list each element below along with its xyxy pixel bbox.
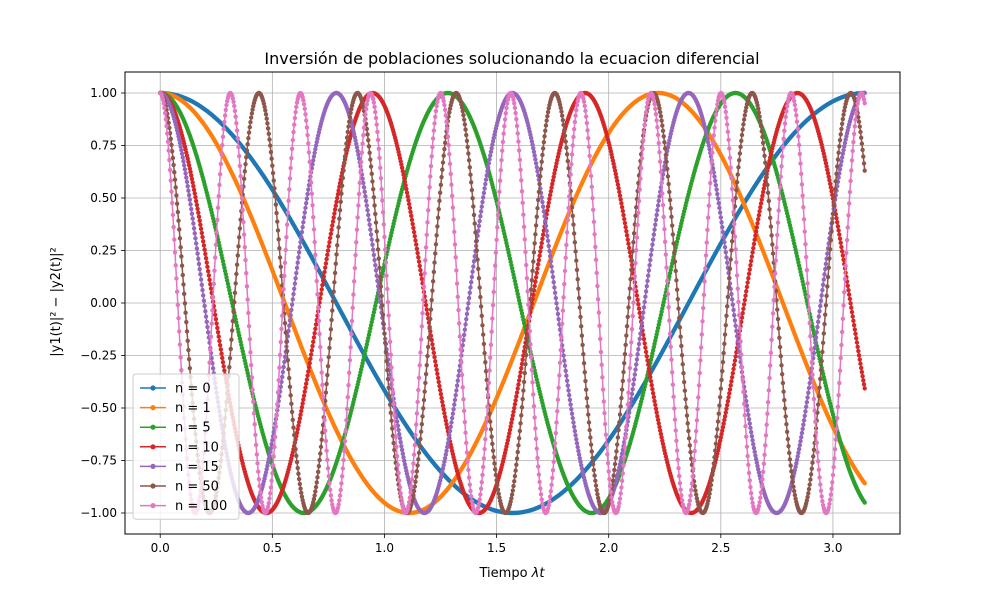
chart-title: Inversión de poblaciones solucionando la… xyxy=(264,49,759,68)
x-axis-label-math: λt xyxy=(531,566,546,581)
series-n-10 xyxy=(158,90,867,516)
legend-item: n = 50 xyxy=(140,480,219,495)
legend-item: n = 5 xyxy=(140,421,211,436)
legend-label: n = 1 xyxy=(175,401,211,416)
legend-label: n = 0 xyxy=(175,382,211,397)
legend-marker xyxy=(150,385,156,391)
y-tick-label: 0.75 xyxy=(90,139,117,153)
legend-marker xyxy=(150,405,156,411)
y-tick-label: −0.50 xyxy=(80,401,117,415)
series-markers xyxy=(158,90,867,516)
y-tick-label: 0.50 xyxy=(90,191,117,205)
y-tick-label: 0.25 xyxy=(90,244,117,258)
legend-label: n = 100 xyxy=(175,499,227,514)
y-tick-label: −0.75 xyxy=(80,454,117,468)
legend-item: n = 0 xyxy=(140,382,211,397)
x-tick-label: 2.5 xyxy=(711,541,730,555)
y-tick-label: −1.00 xyxy=(80,506,117,520)
x-tick-label: 1.5 xyxy=(487,541,506,555)
legend-label: n = 10 xyxy=(175,440,219,455)
x-tick-label: 0.0 xyxy=(151,541,170,555)
y-tick-label: 0.00 xyxy=(90,296,117,310)
series-markers xyxy=(158,90,867,516)
series-n-0 xyxy=(158,90,867,516)
legend-item: n = 1 xyxy=(140,401,211,416)
y-tick-label: 1.00 xyxy=(90,86,117,100)
legend-marker xyxy=(150,483,156,489)
legend-label: n = 5 xyxy=(175,421,211,436)
y-axis-ticks: −1.00 −0.75 −0.50 −0.25 0.00 0.25 0.50 0.75 1.00 xyxy=(80,86,125,520)
legend-marker xyxy=(150,503,156,509)
y-axis-label: |y1(t)|² − |y2(t)|² xyxy=(49,247,64,357)
legend-marker xyxy=(150,444,156,450)
x-axis-label-text: Tiempo xyxy=(479,566,532,581)
series-n-50 xyxy=(158,90,867,516)
legend-item: n = 100 xyxy=(140,499,227,514)
x-axis-ticks: 0.0 0.5 1.0 1.5 2.0 2.5 3.0 xyxy=(151,534,842,555)
series-n-100 xyxy=(158,90,867,516)
legend: n = 0 n = 1 n = 5 n = 10 n = 15 n = 50 n = 100 xyxy=(132,373,240,520)
legend-item: n = 10 xyxy=(140,440,219,455)
legend-label: n = 15 xyxy=(175,460,219,475)
x-axis-label: Tiempo λt xyxy=(479,566,546,581)
x-tick-label: 1.0 xyxy=(375,541,394,555)
legend-marker xyxy=(150,424,156,430)
legend-label: n = 50 xyxy=(175,480,219,495)
x-tick-label: 2.0 xyxy=(599,541,618,555)
series-n-1 xyxy=(158,90,867,516)
legend-marker xyxy=(150,463,156,469)
legend-item: n = 15 xyxy=(140,460,219,475)
x-tick-label: 3.0 xyxy=(823,541,842,555)
y-tick-label: −0.25 xyxy=(80,349,117,363)
x-tick-label: 0.5 xyxy=(263,541,282,555)
legend-box xyxy=(132,373,240,520)
